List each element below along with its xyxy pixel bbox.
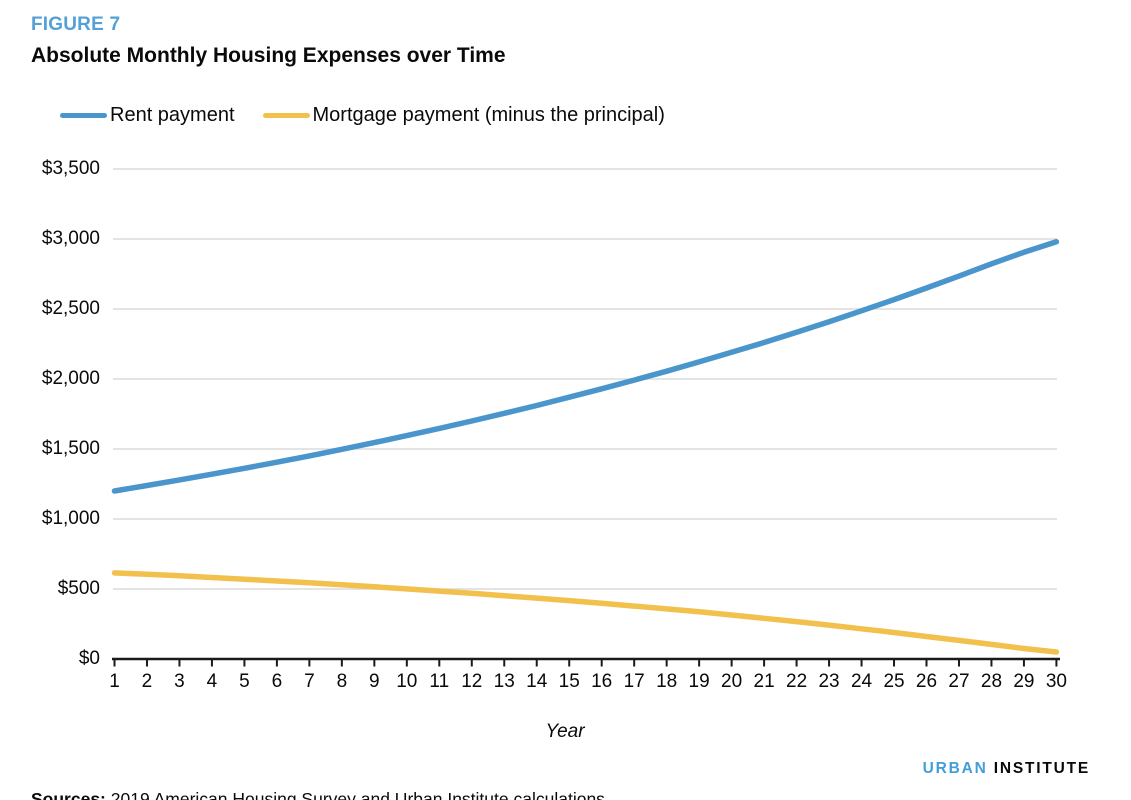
x-tick-label: 21 <box>753 671 775 692</box>
chart-legend: Rent payment Mortgage payment (minus the… <box>60 104 665 127</box>
source-note-label: Sources: <box>31 789 106 800</box>
x-tick-label: 1 <box>109 671 120 692</box>
x-axis-title: Year <box>545 721 585 742</box>
rent-line-swatch-icon <box>60 113 107 118</box>
x-tick-label: 6 <box>271 671 283 692</box>
x-tick-label: 27 <box>948 671 970 692</box>
x-tick-label: 29 <box>1013 671 1035 692</box>
x-tick-label: 7 <box>304 671 315 692</box>
x-tick-label: 26 <box>915 671 938 692</box>
y-tick-label: $1,500 <box>41 438 100 459</box>
x-tick-label: 15 <box>558 671 580 692</box>
y-tick-label: $2,000 <box>41 368 100 389</box>
brand-urban-text: URBAN <box>922 760 988 777</box>
x-tick-label: 23 <box>818 671 840 692</box>
legend-label-mortgage: Mortgage payment (minus the principal) <box>312 104 665 126</box>
x-tick-label: 17 <box>623 671 645 692</box>
source-note-text: 2019 American Housing Survey and Urban I… <box>105 789 610 800</box>
x-tick-label: 14 <box>526 671 548 692</box>
y-tick-label: $2,500 <box>41 298 100 319</box>
x-tick-label: 3 <box>174 671 185 692</box>
legend-item-mortgage: Mortgage payment (minus the principal) <box>262 104 665 127</box>
x-tick-label: 18 <box>656 671 678 692</box>
x-tick-label: 2 <box>141 671 153 692</box>
x-tick-label: 11 <box>429 671 450 692</box>
x-tick-label: 9 <box>369 671 380 692</box>
x-tick-label: 5 <box>239 671 250 692</box>
x-tick-label: 28 <box>980 671 1003 692</box>
x-tick-label: 16 <box>591 671 613 692</box>
x-tick-label: 20 <box>721 671 743 692</box>
x-tick-label: 30 <box>1045 671 1067 692</box>
x-tick-label: 19 <box>688 671 710 692</box>
source-note: Sources: 2019 American Housing Survey an… <box>31 788 610 800</box>
chart-title: Absolute Monthly Housing Expenses over T… <box>31 44 506 67</box>
x-tick-label: 24 <box>850 671 873 692</box>
y-tick-label: $500 <box>57 578 100 599</box>
x-tick-label: 8 <box>336 671 348 692</box>
y-tick-label: $3,500 <box>41 158 100 179</box>
mortgage-payment-line <box>111 570 1060 655</box>
x-tick-label: 22 <box>786 671 808 692</box>
figure-number-label: FIGURE 7 <box>31 14 121 35</box>
brand-institute-text: INSTITUTE <box>993 760 1090 777</box>
y-tick-label: $1,000 <box>41 508 100 529</box>
y-tick-label: $3,000 <box>41 228 100 249</box>
y-tick-label: $0 <box>78 648 100 669</box>
urban-institute-logo: URBAN INSTITUTE <box>923 760 1090 778</box>
legend-item-rent: Rent payment <box>60 104 235 127</box>
x-tick-label: 10 <box>396 671 418 692</box>
x-tick-label: 25 <box>883 671 905 692</box>
mortgage-line-swatch-icon <box>262 113 310 118</box>
legend-label-rent: Rent payment <box>110 104 235 126</box>
rent-payment-line <box>111 239 1060 494</box>
x-tick-label: 12 <box>461 671 483 692</box>
x-tick-label: 13 <box>493 671 515 692</box>
x-tick-label: 4 <box>206 671 218 692</box>
